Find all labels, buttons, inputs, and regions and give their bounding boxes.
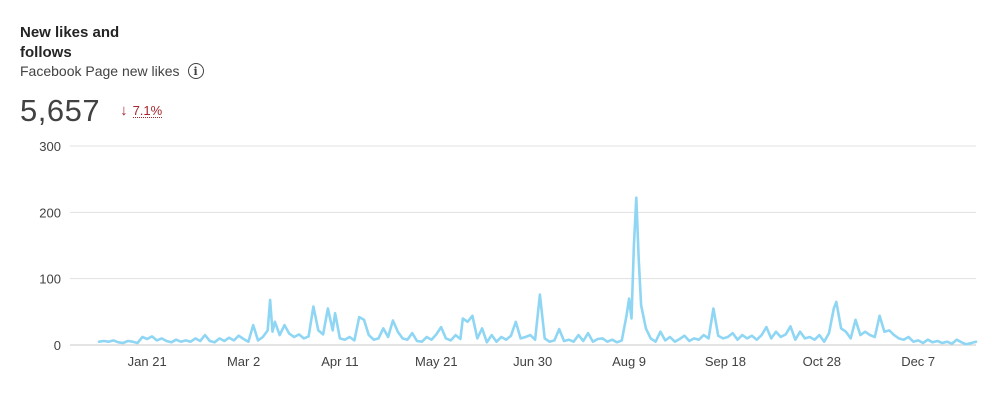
subtitle-row: Facebook Page new likes i — [20, 63, 204, 79]
series-line[interactable] — [97, 196, 978, 346]
y-tick-label: 100 — [39, 272, 61, 287]
y-tick-label: 300 — [39, 139, 61, 154]
x-tick-label: Dec 7 — [901, 354, 935, 369]
x-tick-label: Mar 2 — [227, 354, 260, 369]
x-tick-label: Jan 21 — [128, 354, 167, 369]
x-tick-label: May 21 — [415, 354, 458, 369]
y-tick-label: 200 — [39, 205, 61, 220]
x-tick-label: Aug 9 — [612, 354, 646, 369]
change-indicator[interactable]: ↓ 7.1% — [120, 102, 163, 119]
metric-value: 5,657 — [20, 93, 101, 128]
info-icon[interactable]: i — [187, 63, 204, 79]
arrow-down-icon: ↓ — [120, 102, 128, 119]
card-title: New likes and follows — [20, 24, 120, 61]
y-tick-label: 0 — [54, 338, 61, 353]
change-value: 7.1% — [132, 102, 163, 118]
card-subtitle: Facebook Page new likes — [20, 63, 180, 79]
x-tick-label: Oct 28 — [803, 354, 841, 369]
x-tick-label: Jun 30 — [513, 354, 552, 369]
x-tick-label: Sep 18 — [705, 354, 746, 369]
metric-row: 5,657 ↓ 7.1% — [20, 93, 163, 129]
x-tick-label: Apr 11 — [321, 354, 358, 369]
